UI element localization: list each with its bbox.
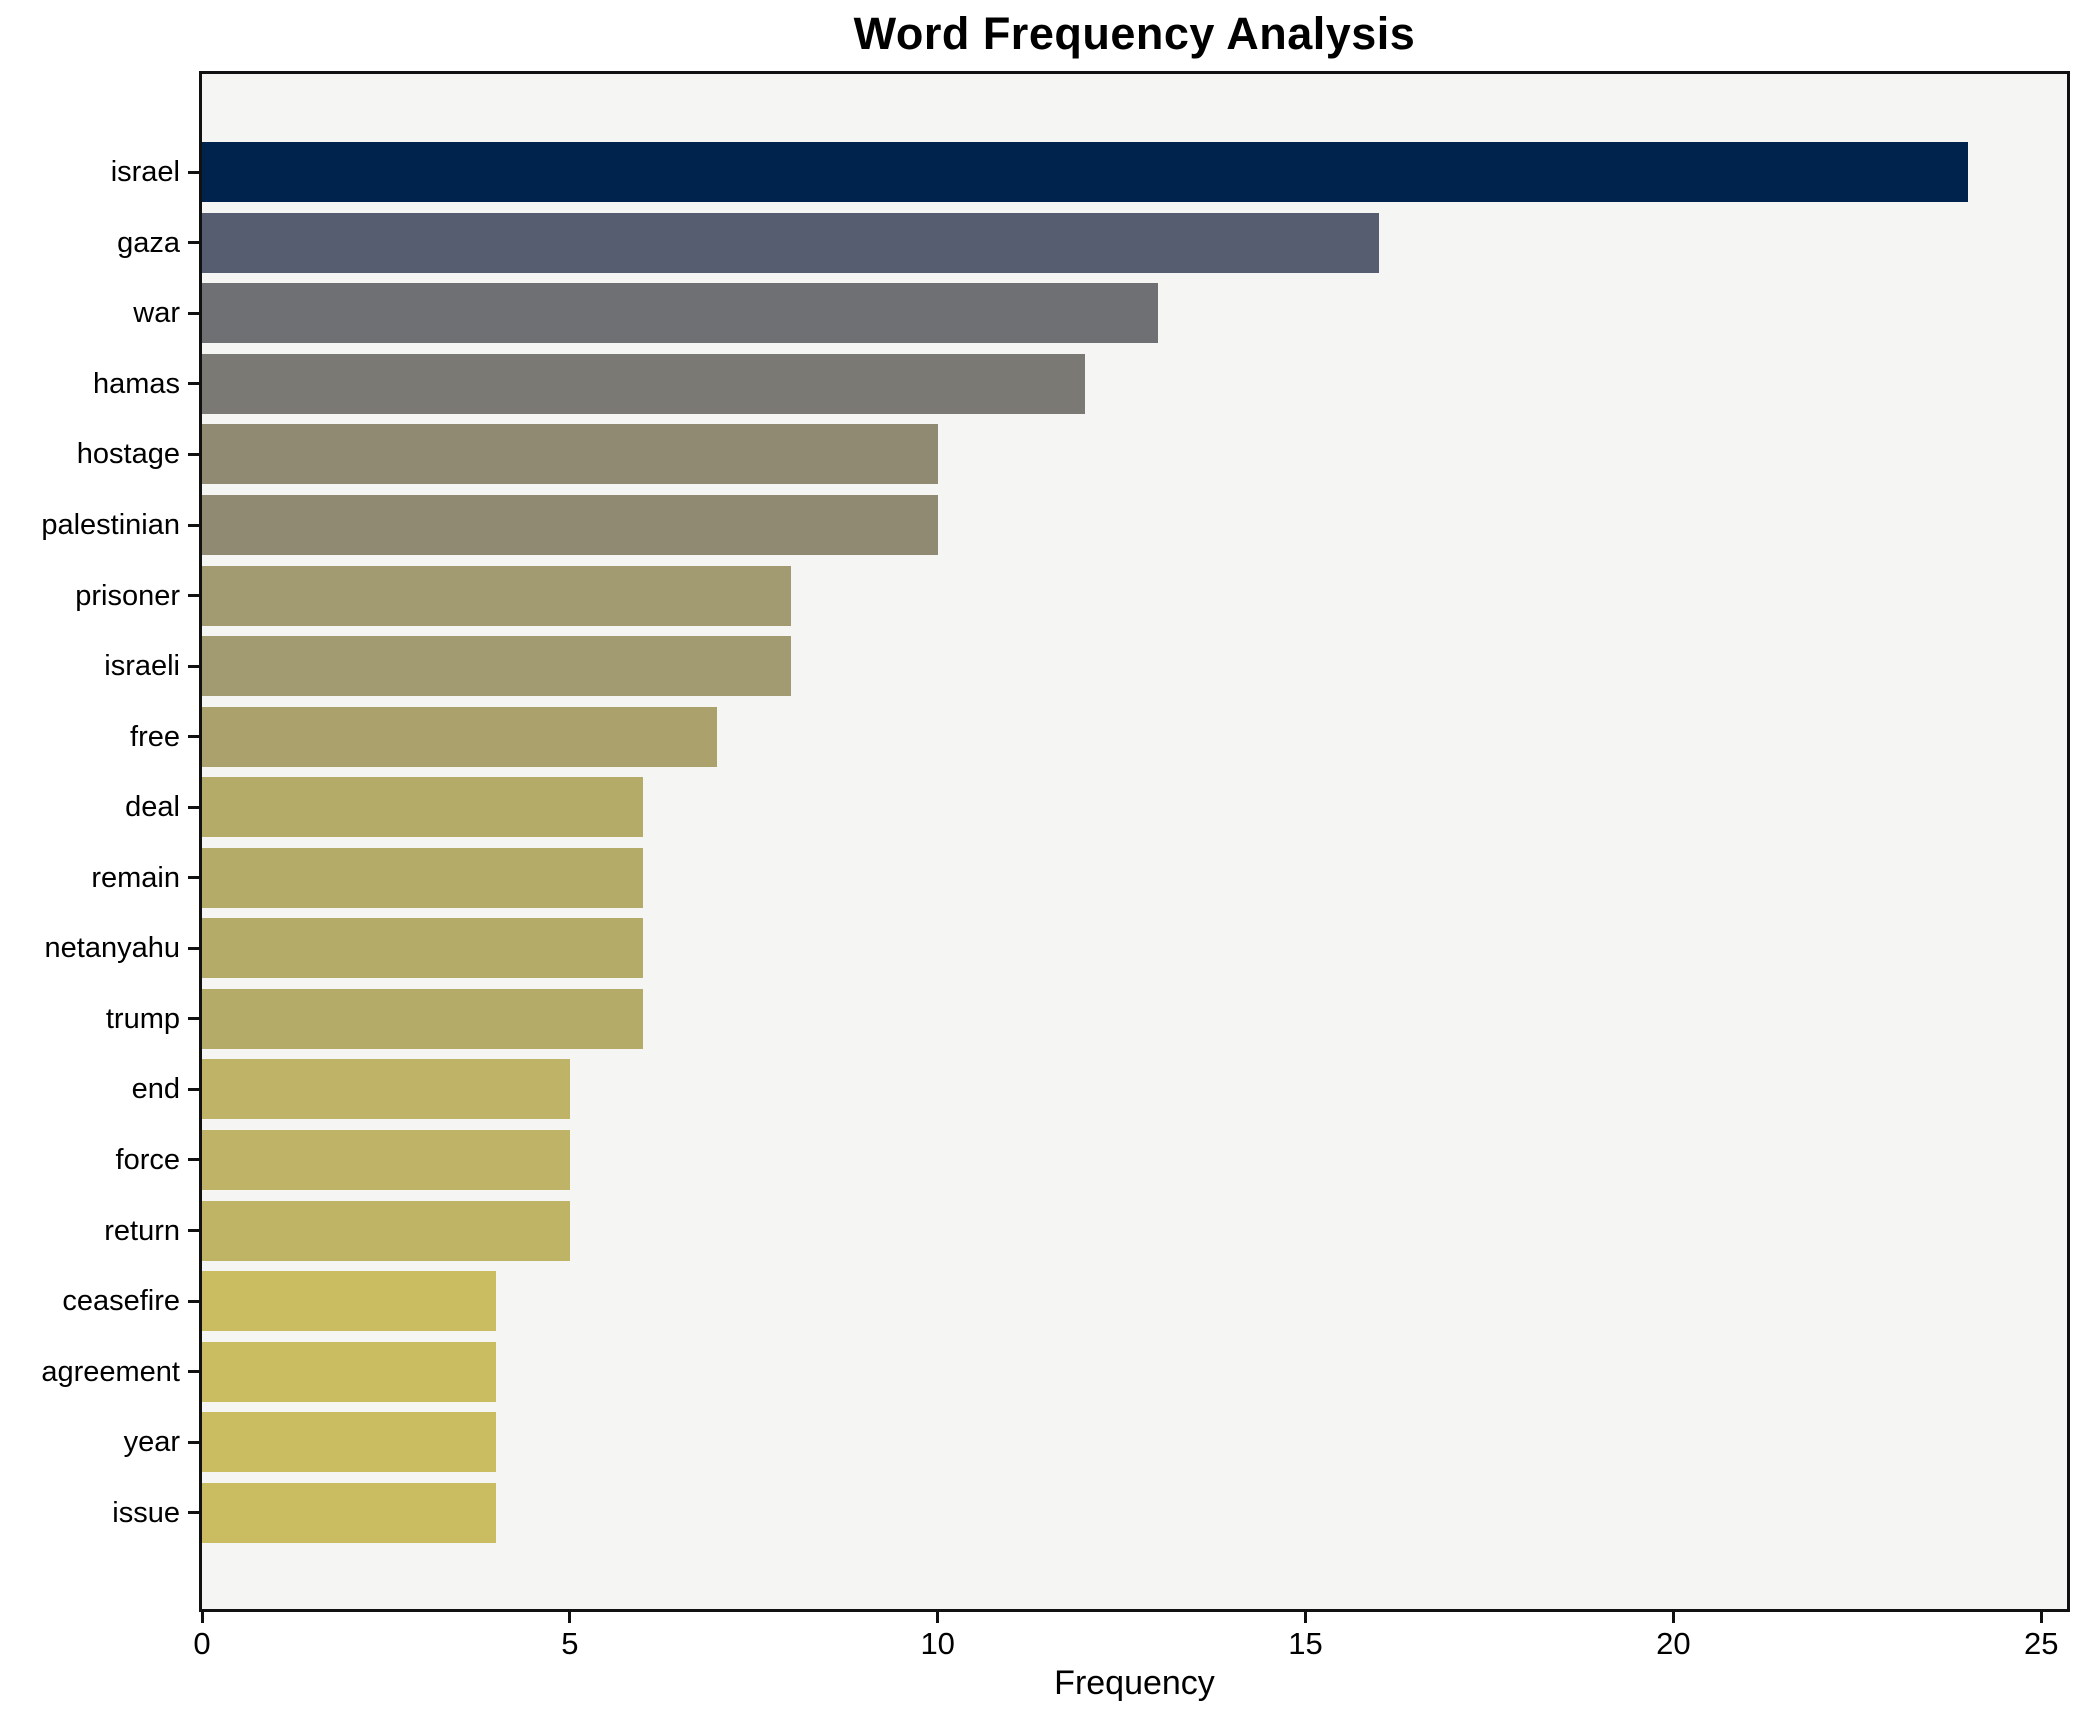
y-tick-label-deal: deal [125, 791, 180, 824]
y-tick-mark [188, 946, 199, 950]
x-tick-label-20: 20 [1656, 1626, 1691, 1661]
y-tick-label-israeli: israeli [104, 650, 180, 683]
y-tick-label-palestinian: palestinian [41, 509, 180, 542]
y-tick-label-prisoner: prisoner [75, 579, 180, 612]
y-tick-label-free: free [130, 720, 180, 753]
y-tick-mark [188, 1087, 199, 1091]
bar-gaza [202, 212, 1380, 273]
y-tick-label-end: end [131, 1073, 180, 1106]
y-tick-label-agreement: agreement [41, 1355, 180, 1388]
y-tick-label-year: year [123, 1426, 180, 1459]
y-tick-mark [188, 1017, 199, 1021]
y-tick-label-war: war [133, 297, 180, 330]
bar-palestinian [202, 495, 938, 556]
y-tick-mark [188, 594, 199, 598]
x-tick-label-15: 15 [1288, 1626, 1323, 1661]
y-tick-mark [188, 382, 199, 386]
y-tick-mark [188, 876, 199, 880]
bar-deal [202, 777, 644, 838]
bar-war [202, 283, 1159, 344]
x-tick-mark [1671, 1612, 1675, 1623]
y-tick-label-force: force [115, 1143, 180, 1176]
bar-hamas [202, 353, 1085, 414]
bar-ceasefire [202, 1271, 497, 1332]
y-tick-mark [188, 805, 199, 809]
y-tick-mark [188, 170, 199, 174]
bar-return [202, 1200, 570, 1261]
y-tick-mark [188, 1158, 199, 1162]
bar-netanyahu [202, 918, 644, 979]
y-tick-mark [188, 735, 199, 739]
bar-issue [202, 1482, 497, 1543]
x-tick-mark [200, 1612, 204, 1623]
bar-remain [202, 847, 644, 908]
y-tick-mark [188, 452, 199, 456]
bar-israel [202, 142, 1968, 203]
bar-year [202, 1412, 497, 1473]
x-tick-label-10: 10 [920, 1626, 955, 1661]
y-tick-label-hostage: hostage [76, 438, 180, 471]
y-tick-label-issue: issue [112, 1496, 180, 1529]
y-tick-label-gaza: gaza [117, 226, 180, 259]
y-tick-label-ceasefire: ceasefire [62, 1285, 180, 1318]
x-tick-label-25: 25 [2024, 1626, 2059, 1661]
bar-israeli [202, 636, 791, 697]
bar-trump [202, 988, 644, 1049]
bar-agreement [202, 1341, 497, 1402]
bar-prisoner [202, 565, 791, 626]
y-tick-label-netanyahu: netanyahu [44, 932, 180, 965]
y-tick-mark [188, 1511, 199, 1515]
y-tick-mark [188, 311, 199, 315]
y-tick-mark [188, 1370, 199, 1374]
y-tick-mark [188, 523, 199, 527]
x-tick-label-5: 5 [561, 1626, 579, 1661]
y-tick-label-remain: remain [91, 861, 180, 894]
bar-hostage [202, 424, 938, 485]
chart-title: Word Frequency Analysis [853, 8, 1416, 59]
x-tick-mark [936, 1612, 940, 1623]
y-tick-mark [188, 1229, 199, 1233]
y-tick-mark [188, 1440, 199, 1444]
plot-area [199, 71, 2070, 1612]
y-tick-label-trump: trump [105, 1002, 180, 1035]
y-tick-label-return: return [104, 1214, 180, 1247]
y-tick-mark [188, 664, 199, 668]
bar-force [202, 1129, 570, 1190]
x-tick-mark [1304, 1612, 1308, 1623]
x-axis-label: Frequency [1054, 1664, 1215, 1702]
y-tick-mark [188, 241, 199, 245]
x-tick-mark [568, 1612, 572, 1623]
y-tick-label-hamas: hamas [92, 367, 180, 400]
bar-free [202, 706, 717, 767]
x-tick-label-0: 0 [193, 1626, 211, 1661]
y-tick-label-israel: israel [110, 156, 180, 189]
x-tick-mark [2039, 1612, 2043, 1623]
y-tick-mark [188, 1299, 199, 1303]
bar-end [202, 1059, 570, 1120]
